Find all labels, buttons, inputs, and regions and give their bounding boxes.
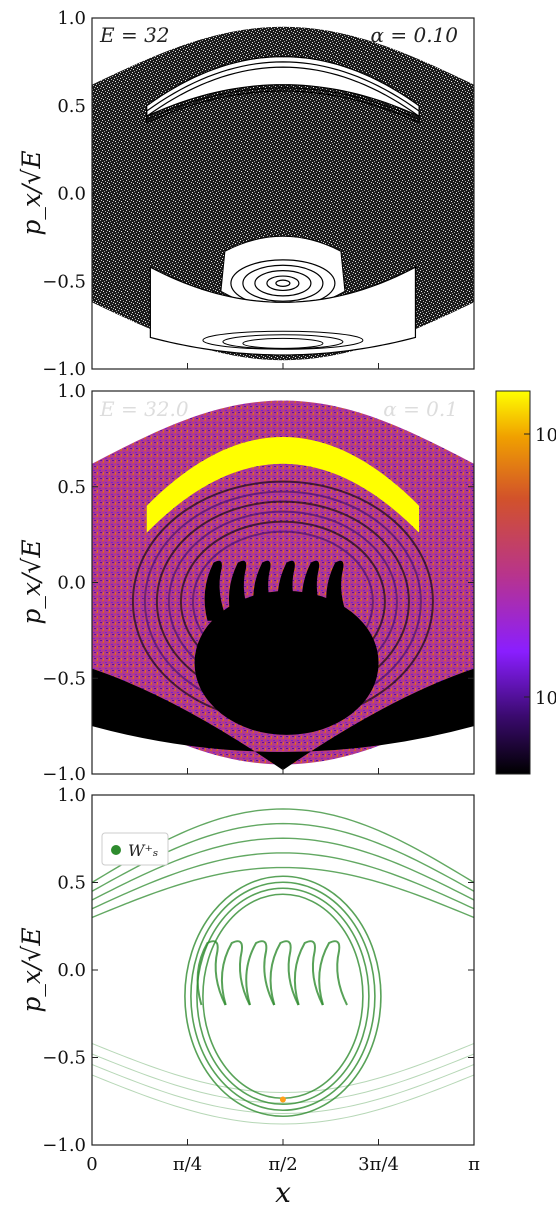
y-tick-label-2-0: 1.0 (57, 785, 86, 806)
panel-2 (92, 391, 474, 774)
panel-1-energy-annotation: E = 32 (99, 23, 170, 47)
panel-2-y-ticks: 1.0 0.5 0.0 −0.5 −1.0 (42, 381, 474, 785)
bottom-island-contour-2 (242, 337, 324, 349)
y-tick-label-1-0: 1.0 (57, 381, 86, 402)
y-tick-label-1-3: −0.5 (42, 668, 86, 689)
x-tick-label-4: π (468, 1154, 480, 1175)
panel-2-energy-annotation: E = 32.0 (99, 397, 189, 421)
heatmap-finger-5 (326, 560, 350, 621)
manifold-lower-line-3 (92, 1074, 474, 1125)
x-ticks: 0 π/4 π/2 3π/4 π (86, 1154, 480, 1175)
manifold-loop-2 (196, 887, 370, 1106)
manifold-lower-line-2 (92, 1064, 474, 1115)
x-axis-label: x (275, 1176, 291, 1209)
heatmap-finger-0 (204, 560, 228, 621)
y-tick-label-0-4: −1.0 (42, 359, 86, 380)
heatmap-finger-4 (301, 560, 325, 621)
y-tick-label-2-1: 0.5 (57, 873, 86, 894)
panel-1-ylabel: p_x/√E (17, 150, 46, 235)
panel-1-y-ticks: 1.0 0.5 0.0 −0.5 −1.0 (42, 8, 474, 380)
chaotic-sea (92, 26, 474, 361)
lower-island-contour-3 (266, 275, 300, 292)
colorbar (495, 390, 531, 775)
manifold-finger-0 (196, 940, 227, 1006)
colorbar-label-10: 10¹ (535, 688, 556, 709)
legend: W⁺ₛ (101, 832, 169, 866)
fixed-point-marker (279, 1096, 286, 1103)
panel-2-ylabel: p_x/√E (17, 539, 46, 624)
heatmap-finger-3 (277, 560, 301, 621)
y-tick-label-2-3: −0.5 (42, 1048, 86, 1069)
manifold-upper-line-2 (92, 837, 474, 901)
manifold-finger-4 (293, 940, 324, 1006)
manifold-loop-0 (184, 875, 382, 1118)
y-tick-label-2-4: −1.0 (42, 1135, 86, 1156)
manifold-lower-line-0 (92, 1043, 474, 1094)
heatmap-black-core (194, 590, 379, 735)
legend-label: W⁺ₛ (128, 841, 158, 860)
manifold-lower-line-1 (92, 1053, 474, 1104)
panel-1-alpha-annotation: α = 0.10 (370, 23, 458, 47)
manifold-upper-line-4 (92, 866, 474, 919)
y-tick-label-0-0: 1.0 (57, 8, 86, 29)
panel-3-ylabel: p_x/√E (17, 927, 46, 1012)
heatmap-finger-1 (228, 560, 252, 621)
x-tick-label-2: π/2 (268, 1154, 297, 1175)
manifold-finger-2 (245, 940, 275, 1006)
y-tick-label-1-2: 0.0 (57, 573, 86, 594)
y-tick-label-0-1: 0.5 (57, 96, 86, 117)
lower-island-contour-1 (242, 264, 324, 302)
lower-island (220, 235, 346, 310)
heatmap-black-band (92, 668, 474, 771)
legend-marker (111, 845, 121, 855)
panel-2-alpha-annotation: α = 0.1 (383, 397, 458, 421)
legend-box (101, 832, 169, 866)
colorbar-label-100: 10² (535, 425, 556, 446)
panel-3-y-ticks: 1.0 0.5 0.0 −0.5 −1.0 (42, 785, 474, 1156)
heatmap-finger-2 (253, 560, 277, 621)
manifold-finger-3 (269, 940, 300, 1006)
y-tick-label-2-2: 0.0 (57, 960, 86, 981)
y-tick-label-0-2: 0.0 (57, 184, 86, 205)
upper-island-contour-2 (146, 66, 420, 124)
panel-1 (92, 26, 474, 361)
y-tick-label-0-3: −0.5 (42, 271, 86, 292)
manifold-loop-1 (190, 881, 376, 1112)
heatmap-yellow-island (146, 436, 420, 533)
manifold-upper-line-3 (92, 852, 474, 910)
y-tick-label-1-1: 0.5 (57, 477, 86, 498)
bottom-island (149, 266, 417, 356)
x-tick-label-1: π/4 (173, 1154, 202, 1175)
manifold-finger-1 (220, 940, 251, 1006)
x-tick-label-3: 3π/4 (358, 1154, 399, 1175)
lower-island-contour-4 (275, 279, 291, 288)
manifold-finger-5 (318, 940, 348, 1006)
lower-island-contour-2 (254, 270, 312, 297)
y-tick-label-1-4: −1.0 (42, 764, 86, 785)
x-tick-label-0: 0 (86, 1154, 97, 1175)
